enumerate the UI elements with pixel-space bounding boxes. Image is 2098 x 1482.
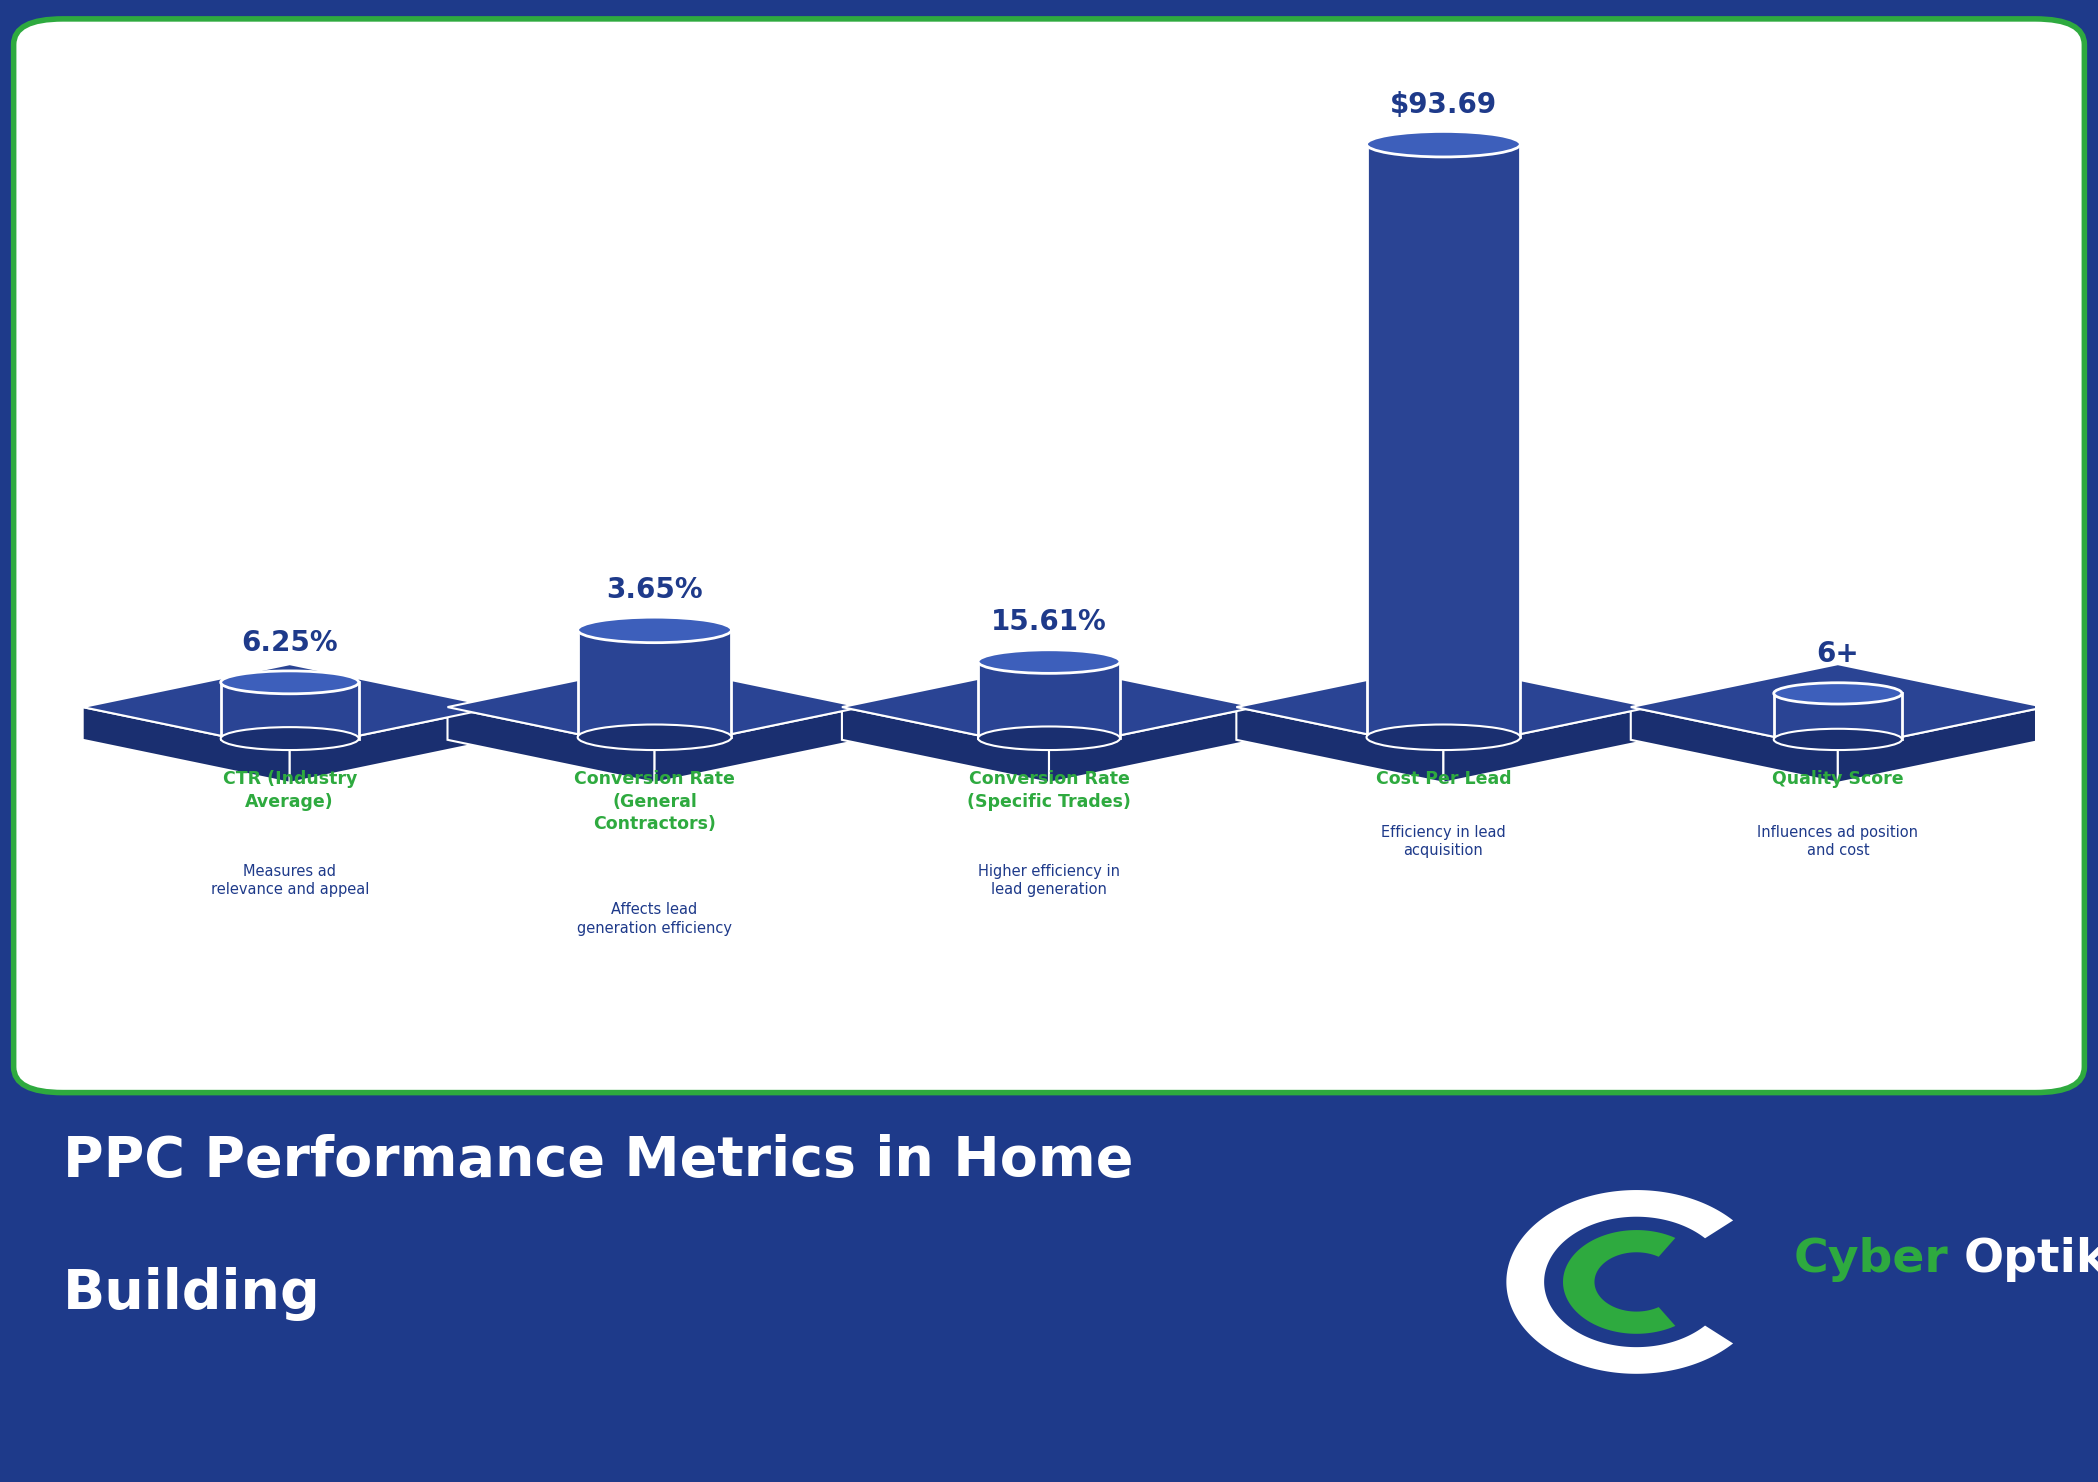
Text: Influences ad position
and cost: Influences ad position and cost xyxy=(1758,824,1918,858)
Ellipse shape xyxy=(577,617,732,643)
Ellipse shape xyxy=(1773,683,1903,704)
Polygon shape xyxy=(447,664,862,750)
FancyBboxPatch shape xyxy=(978,661,1120,738)
Text: Quality Score: Quality Score xyxy=(1773,771,1903,788)
Polygon shape xyxy=(447,707,655,782)
Polygon shape xyxy=(841,707,1049,782)
Ellipse shape xyxy=(978,726,1120,750)
Polygon shape xyxy=(1049,707,1257,782)
Polygon shape xyxy=(82,664,497,750)
Polygon shape xyxy=(1236,664,1651,750)
Polygon shape xyxy=(82,707,290,782)
Polygon shape xyxy=(1630,707,1838,782)
Text: Measures ad
relevance and appeal: Measures ad relevance and appeal xyxy=(210,864,369,897)
FancyBboxPatch shape xyxy=(220,682,359,738)
Polygon shape xyxy=(841,664,1257,750)
Text: 3.65%: 3.65% xyxy=(606,576,703,605)
Text: 6+: 6+ xyxy=(1817,640,1859,668)
Text: Optik.: Optik. xyxy=(1964,1237,2098,1282)
FancyBboxPatch shape xyxy=(1366,144,1521,737)
Polygon shape xyxy=(655,707,862,782)
Ellipse shape xyxy=(1366,725,1521,750)
Ellipse shape xyxy=(1773,729,1903,750)
Ellipse shape xyxy=(978,649,1120,673)
Ellipse shape xyxy=(220,671,359,694)
Polygon shape xyxy=(1630,664,2046,750)
Polygon shape xyxy=(1838,707,2046,782)
Text: CTR (Industry
Average): CTR (Industry Average) xyxy=(222,771,357,811)
Polygon shape xyxy=(1563,1230,1676,1334)
Ellipse shape xyxy=(220,728,359,750)
Text: Cyber: Cyber xyxy=(1794,1237,1949,1282)
Text: Efficiency in lead
acquisition: Efficiency in lead acquisition xyxy=(1380,824,1506,858)
Text: $93.69: $93.69 xyxy=(1389,90,1498,119)
Text: Conversion Rate
(Specific Trades): Conversion Rate (Specific Trades) xyxy=(967,771,1131,811)
Text: PPC Performance Metrics in Home: PPC Performance Metrics in Home xyxy=(63,1134,1133,1187)
Polygon shape xyxy=(1236,707,1443,782)
Text: 15.61%: 15.61% xyxy=(990,608,1108,636)
Text: Cost Per Lead: Cost Per Lead xyxy=(1376,771,1511,788)
Polygon shape xyxy=(1443,707,1651,782)
Text: Higher efficiency in
lead generation: Higher efficiency in lead generation xyxy=(978,864,1120,897)
Polygon shape xyxy=(1506,1190,1733,1374)
FancyBboxPatch shape xyxy=(13,19,2085,1092)
Text: Building: Building xyxy=(63,1267,321,1320)
Polygon shape xyxy=(290,707,497,782)
FancyBboxPatch shape xyxy=(577,630,732,737)
Ellipse shape xyxy=(1366,132,1521,157)
Text: Conversion Rate
(General
Contractors): Conversion Rate (General Contractors) xyxy=(575,771,734,833)
Text: Affects lead
generation efficiency: Affects lead generation efficiency xyxy=(577,903,732,937)
FancyBboxPatch shape xyxy=(1773,694,1903,740)
Ellipse shape xyxy=(577,725,732,750)
Text: 6.25%: 6.25% xyxy=(241,628,338,657)
